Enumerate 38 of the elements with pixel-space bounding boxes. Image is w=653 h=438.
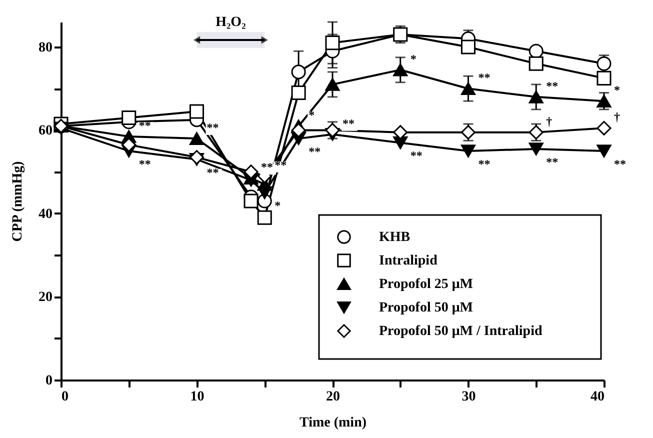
band-label: H₂O₂ (216, 15, 246, 30)
legend-label: KHB (379, 230, 410, 245)
y-tick-label: 0 (46, 374, 52, 388)
x-tick-label: 30 (462, 390, 476, 404)
annotation: ** (342, 116, 354, 130)
annotation: ** (206, 165, 219, 180)
annotation: ** (138, 118, 151, 132)
annotation: ** (206, 120, 219, 135)
annotation: ** (614, 157, 626, 172)
x-tick-label: 0 (62, 390, 68, 404)
annotation: ** (478, 70, 490, 85)
annotation: ** (410, 148, 422, 163)
annotation: ** (261, 160, 274, 174)
annotation: † (546, 114, 552, 128)
x-tick-label: 10 (190, 390, 204, 404)
x-tick-label: 20 (326, 390, 340, 404)
x-tick-label: 40 (590, 390, 604, 404)
x-axis-title: Time (min) (299, 416, 367, 430)
annotation: ** (138, 157, 151, 172)
y-tick-label: 40 (38, 206, 52, 222)
y-tick-label: 80 (38, 40, 52, 56)
annotation: * (308, 108, 315, 122)
annotation: ** (478, 157, 490, 172)
annotation: * (274, 198, 281, 213)
y-tick-label: 20 (38, 290, 52, 306)
annotation: ** (546, 78, 558, 93)
annotation: ** (308, 144, 321, 159)
legend-label: Intralipid (379, 254, 438, 268)
legend-label: Propofol 25 μM (379, 277, 474, 292)
legend-label: Propofol 50 μM / Intralipid (379, 324, 542, 339)
annotation: ** (274, 158, 287, 172)
y-tick-label: 60 (38, 124, 52, 139)
legend-label: Propofol 50 μM (379, 300, 474, 316)
annotation: * (410, 52, 416, 66)
y-axis-title: CPP (mmHg) (10, 160, 26, 242)
annotation: † (614, 110, 620, 124)
annotation: * (614, 83, 620, 98)
annotation: ** (546, 154, 558, 169)
